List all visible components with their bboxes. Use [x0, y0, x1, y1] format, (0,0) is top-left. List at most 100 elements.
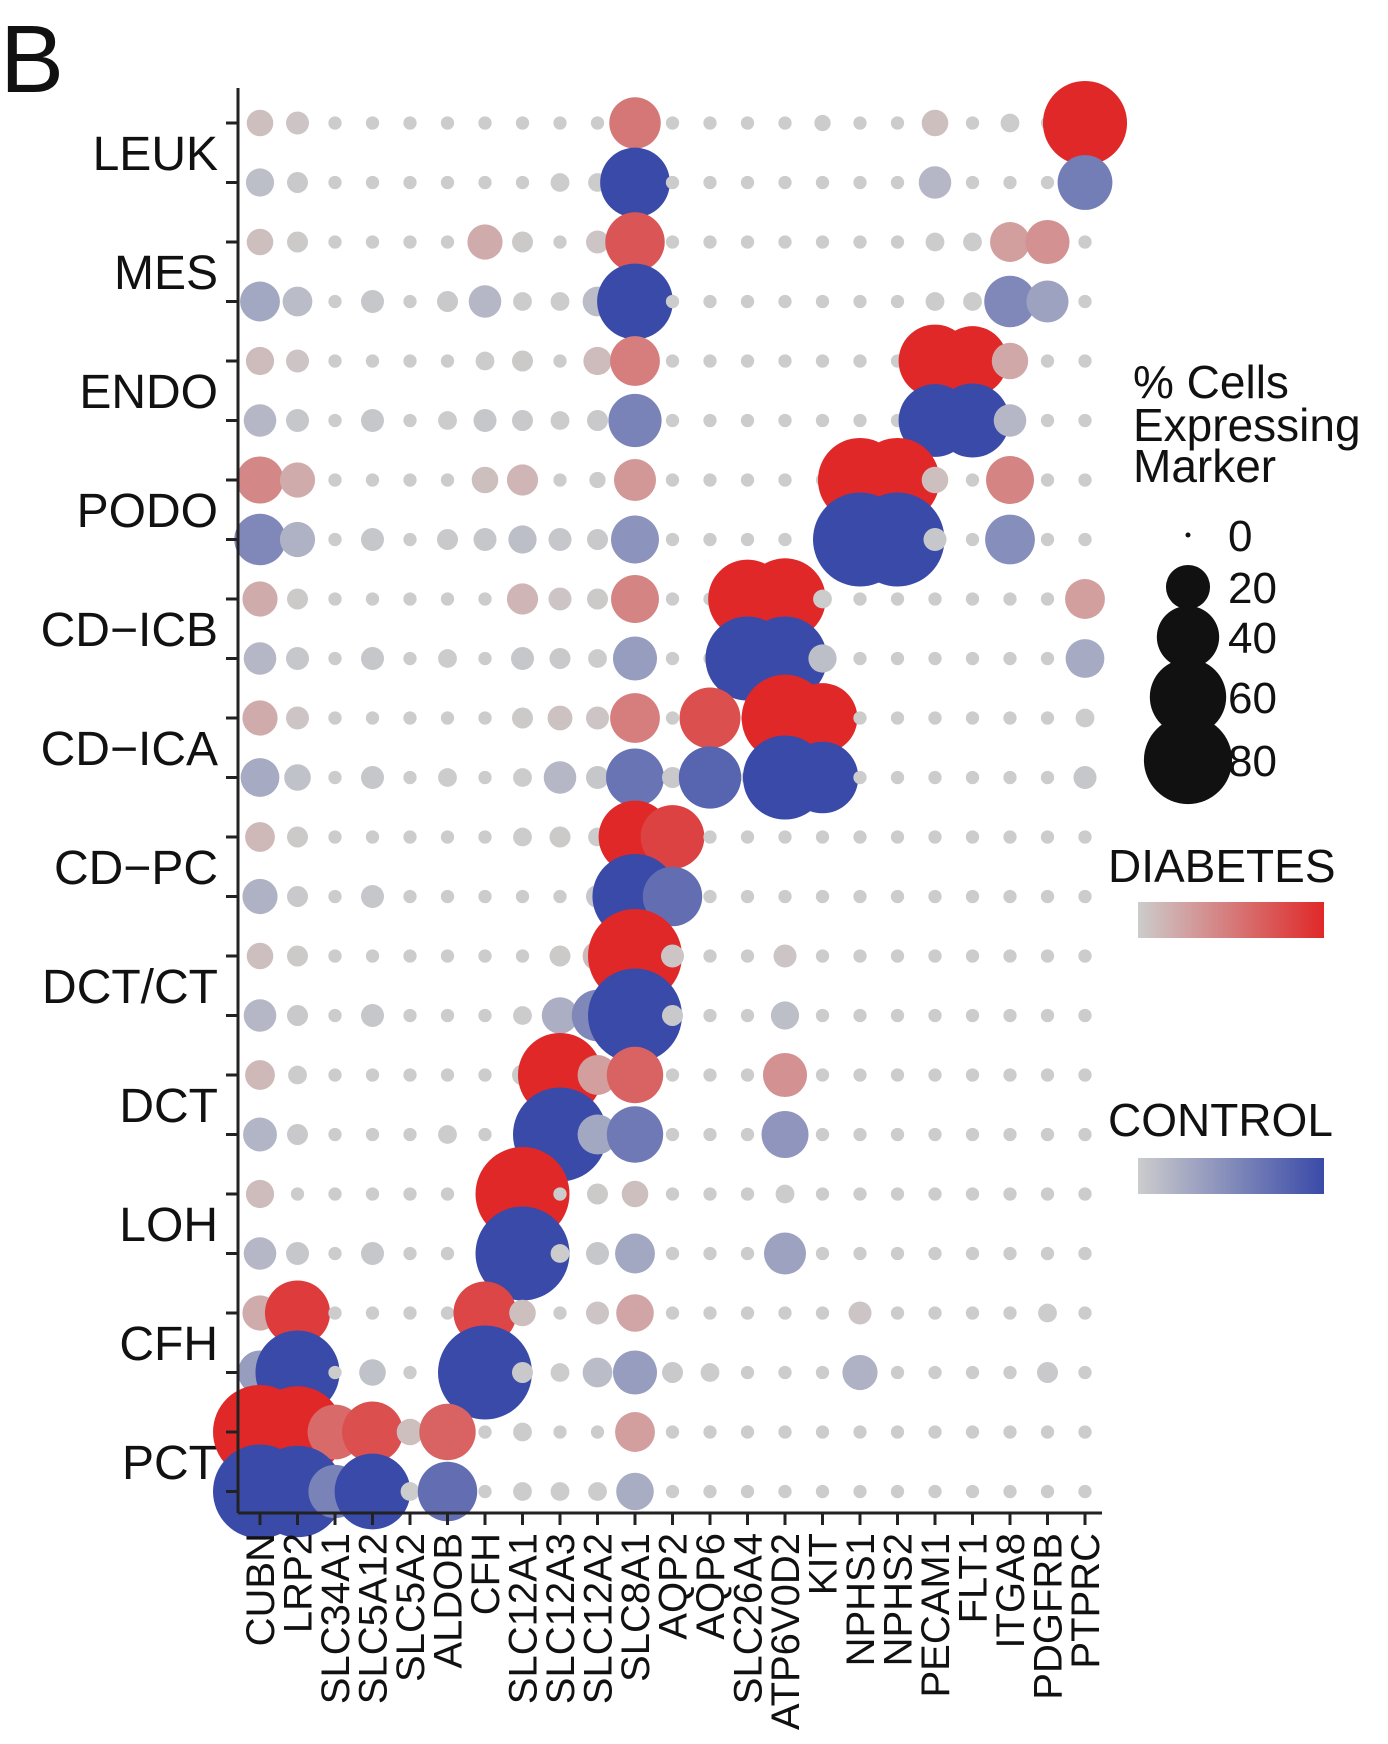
dot-control-10-14 — [778, 1365, 792, 1380]
row-label: CFH — [119, 1318, 218, 1371]
dot-diabetes-2-20 — [991, 342, 1029, 380]
dot-control-4-7 — [510, 646, 535, 671]
dot-diabetes-10-2 — [328, 1306, 342, 1320]
dot-diabetes-1-2 — [328, 235, 342, 249]
dot-diabetes-9-19 — [965, 1187, 980, 1201]
dot-diabetes-0-18 — [921, 109, 949, 137]
dot-control-9-11 — [665, 1246, 680, 1261]
dot-control-4-20 — [1003, 651, 1017, 666]
dot-diabetes-7-22 — [1078, 949, 1092, 963]
dot-control-7-18 — [928, 1008, 942, 1023]
gene-label: SLC26A4 — [727, 1533, 771, 1704]
dot-diabetes-10-10 — [616, 1294, 654, 1332]
dot-control-11-15 — [815, 1484, 830, 1499]
dot-control-4-3 — [360, 646, 385, 671]
dot-control-9-8 — [550, 1244, 570, 1263]
dot-diabetes-0-17 — [890, 116, 905, 130]
dot-diabetes-10-1 — [264, 1280, 331, 1346]
dot-control-11-16 — [853, 1484, 867, 1499]
dot-diabetes-9-2 — [328, 1187, 342, 1201]
dot-control-8-15 — [815, 1127, 830, 1142]
dot-diabetes-8-12 — [703, 1068, 717, 1082]
dot-diabetes-7-12 — [703, 949, 717, 963]
dot-control-1-17 — [890, 294, 905, 309]
dot-control-6-19 — [965, 889, 980, 904]
dot-diabetes-5-18 — [928, 711, 942, 725]
dot-diabetes-0-5 — [440, 116, 455, 130]
dot-control-1-15 — [815, 294, 830, 309]
dot-control-6-2 — [328, 889, 342, 904]
dot-diabetes-6-11 — [640, 805, 705, 869]
dot-diabetes-6-7 — [513, 827, 532, 847]
dot-control-4-1 — [285, 646, 310, 671]
dot-diabetes-4-11 — [665, 592, 680, 606]
dot-control-5-16 — [853, 770, 867, 785]
dot-control-6-1 — [286, 885, 309, 908]
dot-control-0-17 — [890, 175, 905, 190]
dot-control-6-13 — [740, 889, 755, 904]
dot-control-10-15 — [815, 1365, 830, 1380]
dot-diabetes-6-2 — [328, 830, 342, 844]
dot-control-8-22 — [1078, 1127, 1092, 1142]
dot-diabetes-8-16 — [853, 1068, 867, 1082]
dot-diabetes-9-17 — [890, 1187, 905, 1201]
dot-control-0-13 — [740, 175, 755, 190]
dot-control-1-8 — [550, 292, 570, 311]
dot-control-4-22 — [1065, 639, 1105, 678]
dot-control-2-12 — [703, 413, 717, 428]
gene-label: ITGA8 — [989, 1533, 1033, 1649]
dot-control-8-18 — [928, 1127, 942, 1142]
dot-control-5-2 — [328, 770, 342, 785]
dot-diabetes-1-17 — [890, 235, 905, 249]
dot-diabetes-4-2 — [328, 592, 342, 606]
dot-diabetes-4-6 — [478, 592, 492, 606]
dot-diabetes-1-9 — [585, 230, 610, 254]
dot-diabetes-11-3 — [342, 1401, 403, 1463]
dot-control-6-5 — [440, 889, 455, 904]
dot-diabetes-2-11 — [665, 354, 680, 368]
dot-control-0-4 — [403, 175, 417, 190]
dot-diabetes-4-15 — [813, 589, 832, 609]
dot-diabetes-10-13 — [740, 1306, 755, 1320]
dot-control-9-10 — [615, 1233, 655, 1274]
dot-control-3-9 — [586, 528, 609, 551]
dot-diabetes-8-22 — [1078, 1068, 1092, 1082]
dot-diabetes-6-3 — [365, 830, 380, 844]
dot-control-3-14 — [778, 532, 792, 547]
dot-control-2-16 — [853, 413, 867, 428]
dot-diabetes-10-11 — [665, 1306, 680, 1320]
panel-letter: B — [0, 6, 64, 113]
dot-diabetes-0-1 — [285, 111, 310, 135]
dot-diabetes-11-8 — [553, 1425, 567, 1439]
gene-labels: CUBNLRP2SLC34A1SLC5A12SLC5A2ALDOBCFHSLC1… — [239, 1533, 1108, 1730]
dot-control-3-13 — [740, 532, 755, 547]
dot-diabetes-10-5 — [440, 1306, 455, 1320]
gene-label: SLC34A1 — [314, 1533, 358, 1704]
dot-diabetes-1-6 — [467, 224, 503, 260]
dot-diabetes-5-9 — [585, 706, 610, 730]
dot-control-3-22 — [1078, 532, 1092, 547]
dot-control-3-20 — [985, 514, 1035, 565]
dot-control-0-14 — [778, 175, 792, 190]
dot-control-5-0 — [240, 758, 280, 797]
dot-control-8-4 — [403, 1127, 417, 1142]
dot-diabetes-6-4 — [403, 830, 417, 844]
dot-control-9-4 — [403, 1246, 417, 1261]
dot-diabetes-7-16 — [853, 949, 867, 963]
dot-diabetes-5-2 — [328, 711, 342, 725]
dot-control-9-16 — [853, 1246, 867, 1261]
dot-control-10-22 — [1078, 1365, 1092, 1380]
dot-control-8-2 — [328, 1127, 342, 1142]
dot-diabetes-6-14 — [778, 830, 792, 844]
dot-diabetes-2-4 — [403, 354, 417, 368]
dot-diabetes-8-4 — [403, 1068, 417, 1082]
dot-diabetes-2-0 — [245, 346, 275, 376]
dot-control-0-3 — [365, 175, 380, 190]
dot-diabetes-1-8 — [553, 235, 567, 249]
gene-label: SLC12A2 — [577, 1533, 621, 1704]
dot-control-0-16 — [853, 175, 867, 190]
dot-diabetes-5-19 — [965, 711, 980, 725]
dot-control-1-14 — [778, 294, 792, 309]
dot-control-5-6 — [478, 770, 492, 785]
dot-control-4-0 — [243, 642, 277, 675]
